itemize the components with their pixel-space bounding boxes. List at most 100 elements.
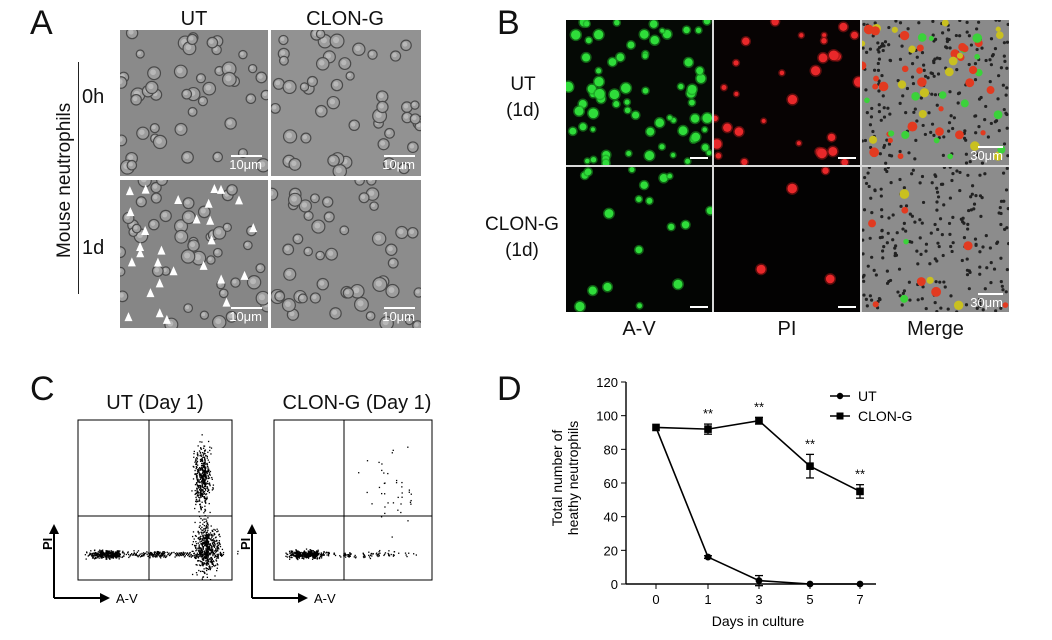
panel-a-image-clong-1d: 10μm (271, 180, 421, 328)
data-point-ut (806, 580, 814, 588)
panel-a-side-label: Mouse neutrophils (54, 102, 75, 258)
panel-b-row-ut-line1: UT (510, 74, 536, 95)
chart-ylabel-line2: heathy neutrophils (565, 421, 581, 535)
flow-plot-frame (273, 419, 433, 581)
panel-b-image-clong-pi (714, 167, 860, 312)
panel-b-image-ut-merge: 30μm (862, 20, 1009, 165)
panel-d-letter: D (497, 370, 522, 408)
flow-events (84, 434, 239, 581)
x-tick-label: 5 (806, 592, 813, 607)
chart-xlabel: Days in culture (712, 613, 805, 629)
panel-a-side-divider (78, 62, 79, 294)
scalebar-label: 10μm (229, 309, 262, 324)
arrow-up-icon (247, 524, 257, 534)
data-point-clon-g (652, 423, 660, 432)
flow-x-label-clon-g: A-V (314, 591, 336, 606)
cell-texture (566, 20, 712, 165)
data-point-clon-g (755, 416, 763, 425)
x-tick-label: 1 (704, 592, 711, 607)
panel-b-letter: B (497, 4, 520, 42)
panel-c-title-clon-g: CLON-G (Day 1) (282, 392, 432, 414)
arrow-right-icon (298, 593, 308, 603)
panel-a-header-clon-g: CLON-G (306, 8, 384, 30)
panel-c-flow-plots: PI A-V PI A-V (40, 419, 433, 606)
y-tick-label: 60 (604, 476, 618, 491)
cell-texture (862, 20, 1009, 165)
data-point-ut (755, 577, 763, 585)
y-tick-label: 100 (596, 409, 618, 424)
data-point-ut (704, 553, 712, 561)
y-tick-label: 20 (604, 543, 618, 558)
y-tick-label: 40 (604, 510, 618, 525)
panel-b-image-clong-av (566, 167, 712, 312)
panel-c-letter: C (30, 370, 55, 408)
data-point-clon-g (704, 425, 712, 433)
chart-y-axis-title: Total number of heathy neutrophils (549, 421, 581, 535)
significance-marker: ** (754, 399, 764, 414)
cell-texture (120, 180, 268, 328)
chart-legend: UT CLON-G (830, 388, 912, 424)
flow-events (285, 446, 417, 561)
panel-b-image-clong-merge: 30μm (862, 167, 1009, 312)
arrow-up-icon (49, 524, 59, 534)
flow-plot-frame (77, 419, 233, 581)
panel-b-col-merge: Merge (907, 318, 964, 340)
scalebar-label: 10μm (382, 157, 415, 172)
panel-b-image-grid: 30μm 30μm (566, 20, 1009, 312)
significance-marker: ** (855, 467, 865, 482)
y-tick-label: 80 (604, 442, 618, 457)
chart-ylabel-line1: Total number of (549, 430, 565, 527)
panel-a-image-ut-1d: 10μm (120, 180, 268, 328)
cell-texture (573, 167, 712, 312)
arrowhead-markers (124, 184, 258, 324)
cell-texture (862, 167, 1009, 312)
arrow-right-icon (100, 593, 110, 603)
legend-marker (836, 392, 844, 400)
flow-axes-ut: PI A-V (40, 524, 138, 606)
data-point-clon-g (806, 462, 814, 470)
cell-texture (120, 30, 268, 175)
panel-b-row-ut-line2: (1d) (506, 99, 540, 121)
scalebar-label: 30μm (970, 148, 1003, 163)
panel-a-header-ut: UT (180, 8, 208, 30)
panel-a-row-1d: 1d (82, 237, 105, 259)
cell-texture (271, 30, 421, 176)
flow-x-label-ut: A-V (116, 591, 138, 606)
scalebar-label: 10μm (382, 309, 415, 324)
x-tick-label: 3 (755, 592, 762, 607)
panel-b-col-pi: PI (777, 318, 797, 340)
panel-a-image-clong-0h: 10μm (271, 30, 421, 176)
cell-texture (755, 167, 837, 285)
data-point-clon-g (856, 487, 864, 496)
legend-label-clon-g: CLON-G (858, 408, 912, 424)
y-tick-label: 120 (596, 375, 618, 390)
panel-a-row-0h: 0h (82, 86, 105, 108)
y-tick-label: 0 (611, 577, 618, 592)
flow-plot-clon-g (273, 419, 433, 581)
flow-y-label-clon-g: PI (238, 538, 253, 550)
legend-marker (836, 412, 844, 420)
panel-b-row-clon-g: CLON-G (1d) (472, 212, 572, 263)
panel-c-title-ut: UT (Day 1) (106, 392, 204, 414)
significance-marker: ** (805, 436, 815, 451)
flow-y-label-ut: PI (40, 538, 55, 550)
series-line-clon-g (655, 419, 861, 493)
panel-b-col-av: A-V (622, 318, 656, 340)
panel-b-image-ut-av (566, 20, 712, 165)
panel-b-row-ut: UT (1d) (478, 72, 568, 123)
cell-texture (271, 180, 421, 328)
panel-b-image-ut-pi (714, 20, 860, 165)
data-point-ut (856, 580, 864, 588)
cell-texture (714, 20, 860, 165)
series-line-ut (655, 427, 860, 585)
x-tick-label: 7 (856, 592, 863, 607)
panel-b-row-clon-g-line1: CLON-G (485, 214, 559, 235)
flow-plot-ut (77, 419, 239, 581)
scalebar-label: 10μm (229, 157, 262, 172)
scalebar-label: 30μm (970, 295, 1003, 310)
panel-b-row-clon-g-line2: (1d) (505, 239, 539, 261)
x-tick-label: 0 (652, 592, 659, 607)
legend-label-ut: UT (858, 388, 877, 404)
panel-d-line-chart: Total number of heathy neutrophils Days … (549, 375, 912, 629)
panel-a-letter: A (30, 4, 53, 42)
